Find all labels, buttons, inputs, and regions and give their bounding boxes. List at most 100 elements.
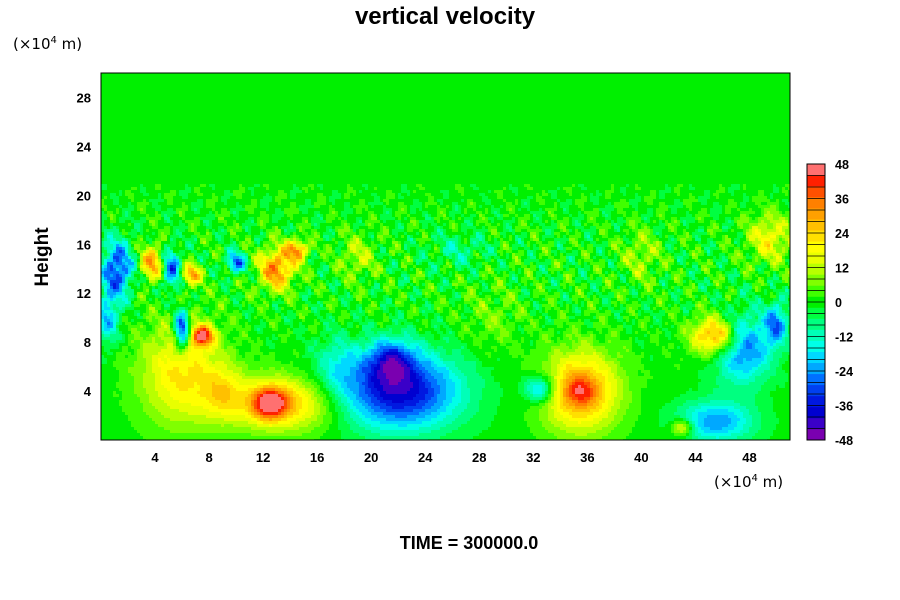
heatmap-cell — [752, 79, 756, 83]
heatmap-cell — [161, 76, 165, 80]
heatmap-cell — [665, 100, 669, 104]
heatmap-cell — [353, 121, 357, 125]
heatmap-cell — [317, 118, 321, 122]
heatmap-cell — [122, 91, 126, 95]
heatmap-cell — [173, 94, 177, 98]
heatmap-cell — [101, 85, 105, 89]
heatmap-cell — [206, 109, 210, 113]
heatmap-cell — [713, 124, 717, 128]
chart-title: vertical velocity — [355, 3, 536, 30]
heatmap-cell — [401, 76, 405, 80]
heatmap-cell — [410, 109, 414, 113]
heatmap-cell — [329, 130, 333, 134]
heatmap-cell — [671, 118, 675, 122]
heatmap-cell — [569, 118, 573, 122]
heatmap-cell — [743, 124, 747, 128]
heatmap-cell — [119, 121, 123, 125]
heatmap-cell — [632, 133, 636, 137]
heatmap-cell — [401, 106, 405, 110]
heatmap-cell — [575, 94, 579, 98]
heatmap-cell — [449, 88, 453, 92]
heatmap-cell — [446, 109, 450, 113]
heatmap-cell — [518, 118, 522, 122]
heatmap-cell — [740, 130, 744, 134]
heatmap-cell — [203, 127, 207, 131]
heatmap-cell — [617, 130, 621, 134]
heatmap-cell — [332, 109, 336, 113]
heatmap-cell — [620, 103, 624, 107]
heatmap-cell — [434, 100, 438, 104]
heatmap-cell — [710, 112, 714, 116]
heatmap-cell — [311, 103, 315, 107]
heatmap-cell — [380, 133, 384, 137]
heatmap-cell — [212, 106, 216, 110]
heatmap-cell — [242, 82, 246, 86]
heatmap-cell — [746, 88, 750, 92]
heatmap-cell — [518, 133, 522, 137]
heatmap-cell — [137, 76, 141, 80]
heatmap-cell — [707, 79, 711, 83]
heatmap-cell — [305, 109, 309, 113]
heatmap-cell — [296, 76, 300, 80]
heatmap-cell — [758, 109, 762, 113]
heatmap-cell — [656, 106, 660, 110]
heatmap-cell — [326, 136, 330, 140]
heatmap-cell — [152, 85, 156, 89]
heatmap-cell — [629, 109, 633, 113]
heatmap-cell — [431, 88, 435, 92]
heatmap-cell — [374, 124, 378, 128]
heatmap-cell — [731, 100, 735, 104]
heatmap-cell — [212, 136, 216, 140]
heatmap-cell — [410, 97, 414, 101]
heatmap-cell — [560, 118, 564, 122]
heatmap-cell — [767, 88, 771, 92]
heatmap-cell — [215, 73, 219, 77]
heatmap-cell — [146, 133, 150, 137]
heatmap-cell — [341, 124, 345, 128]
heatmap-cell — [620, 115, 624, 119]
heatmap-cell — [137, 115, 141, 119]
heatmap-cell — [248, 94, 252, 98]
heatmap-cell — [110, 106, 114, 110]
heatmap-cell — [389, 82, 393, 86]
heatmap-cell — [548, 118, 552, 122]
heatmap-cell — [437, 91, 441, 95]
heatmap-cell — [569, 91, 573, 95]
heatmap-cell — [197, 82, 201, 86]
heatmap-cell — [119, 100, 123, 104]
heatmap-cell — [782, 76, 786, 80]
heatmap-cell — [119, 127, 123, 131]
heatmap-cell — [524, 88, 528, 92]
heatmap-cell — [584, 118, 588, 122]
heatmap-cell — [557, 85, 561, 89]
heatmap-cell — [293, 112, 297, 116]
heatmap-cell — [722, 82, 726, 86]
heatmap-cell — [368, 88, 372, 92]
heatmap-cell — [740, 97, 744, 101]
heatmap-cell — [356, 76, 360, 80]
heatmap-cell — [632, 97, 636, 101]
heatmap-cell — [458, 73, 462, 77]
heatmap-cell — [176, 106, 180, 110]
heatmap-cell — [566, 121, 570, 125]
heatmap-cell — [659, 121, 663, 125]
heatmap-cell — [473, 91, 477, 95]
heatmap-cell — [362, 88, 366, 92]
heatmap-cell — [575, 127, 579, 131]
heatmap-cell — [728, 118, 732, 122]
heatmap-cell — [512, 103, 516, 107]
heatmap-cell — [470, 76, 474, 80]
heatmap-cell — [155, 79, 159, 83]
heatmap-cell — [233, 100, 237, 104]
heatmap-cell — [137, 94, 141, 98]
heatmap-cell — [341, 82, 345, 86]
heatmap-cell — [170, 88, 174, 92]
heatmap-cell — [407, 136, 411, 140]
heatmap-cell — [707, 112, 711, 116]
heatmap-cell — [266, 82, 270, 86]
heatmap-cell — [650, 103, 654, 107]
heatmap-cell — [149, 100, 153, 104]
heatmap-cell — [599, 109, 603, 113]
heatmap-cell — [665, 76, 669, 80]
heatmap-cell — [236, 124, 240, 128]
